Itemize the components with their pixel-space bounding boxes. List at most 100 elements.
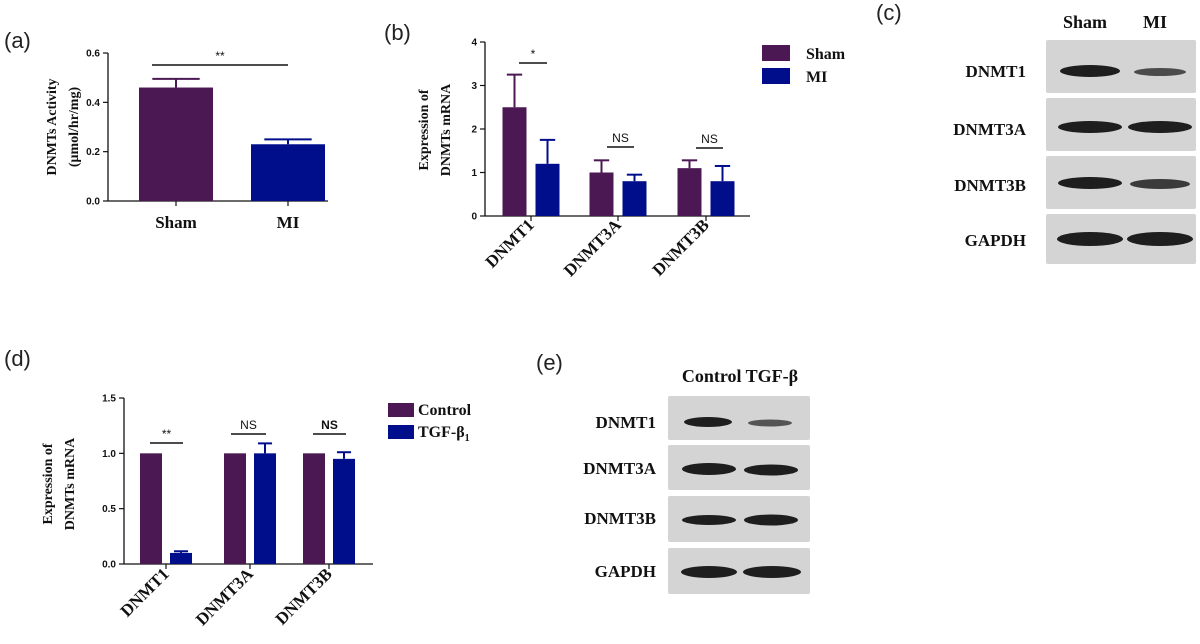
chart-a-bar-sham — [139, 87, 213, 201]
legend-label-control: Control — [418, 402, 472, 419]
chart-a-category-label: Sham — [155, 213, 197, 232]
chart-a-category-label: MI — [277, 213, 300, 232]
chart-b-legend: Sham MI — [762, 45, 846, 86]
chart-a-ytick-label: 0.6 — [86, 49, 100, 60]
chart-d-ylabel-line2: DNMTs mRNA — [63, 437, 78, 530]
chart-a-ytick-label: 0.0 — [86, 197, 100, 208]
chart-d-legend: Control TGF-β1 — [388, 402, 472, 444]
blot-c-band-gapdh-sham — [1057, 232, 1123, 246]
blot-e-strip-dnmt3b — [668, 496, 810, 542]
blot-c-row-dnmt3a: DNMT3A — [953, 120, 1026, 139]
panel-label-d: (d) — [4, 346, 31, 371]
chart-b-bar-dnmt3b-s1 — [710, 181, 735, 216]
chart-a: DNMTs Activity (μmol/hr/mg) 0.0 0.2 0.4 0.6… — [45, 49, 328, 232]
blot-e-band-dnmt3a-control — [682, 463, 736, 475]
western-blot-e: Control TGF-β DNMT1 DNMT3A DNMT3B GAPDH — [583, 366, 810, 594]
chart-b-bar-dnmt1-s1 — [535, 163, 560, 216]
chart-d-bar-dnmt3a-s0 — [224, 453, 246, 564]
blot-e-row-dnmt3a: DNMT3A — [583, 459, 656, 478]
blot-c-row-dnmt3b: DNMT3B — [954, 176, 1026, 195]
chart-b-significance-label: NS — [612, 131, 629, 145]
blot-e-band-dnmt3b-tgf — [744, 514, 798, 526]
chart-b-ytick-label: 2 — [471, 125, 477, 136]
chart-b-ylabel-line2: DNMTs mRNA — [439, 83, 454, 176]
blot-c-band-dnmt3b-sham — [1058, 177, 1122, 189]
blot-e-strip-dnmt3a — [668, 445, 810, 490]
panel-label-c: (c) — [876, 0, 902, 25]
chart-d-category-label: DNMT1 — [117, 564, 173, 620]
blot-e-band-gapdh-tgf — [743, 566, 801, 578]
chart-b-ylabel-line1: Expression of — [417, 89, 432, 170]
blot-c-row-dnmt1: DNMT1 — [966, 62, 1026, 81]
panel-label-a: (a) — [4, 28, 31, 53]
chart-b-category-label: DNMT3B — [649, 215, 713, 279]
blot-c-strip-dnmt3a — [1046, 98, 1196, 151]
blot-e-band-dnmt1-tgf — [748, 419, 792, 427]
chart-d-ytick-label: 0.0 — [102, 560, 116, 571]
chart-b: Expression of DNMTs mRNA Sham MI 0 1 2 3 4 DN… — [417, 38, 846, 281]
blot-c-band-dnmt3a-mi — [1128, 121, 1192, 133]
chart-d-bar-dnmt3b-s1 — [333, 458, 355, 564]
chart-b-ytick-label: 1 — [471, 168, 477, 179]
chart-d-bar-dnmt3a-s1 — [254, 453, 276, 564]
western-blot-c: Sham MI DNMT1 DNMT3A DNMT3B GAPDH — [953, 12, 1196, 264]
chart-d-significance-label: ** — [162, 427, 172, 441]
blot-e-band-dnmt1-control — [684, 417, 732, 427]
legend-swatch-mi — [762, 68, 790, 84]
chart-d-category-label: DNMT3B — [272, 564, 336, 628]
chart-d-bar-dnmt1-s0 — [140, 453, 162, 564]
chart-a-ylabel-line1: DNMTs Activity — [45, 78, 60, 175]
panel-label-e: (e) — [536, 350, 563, 375]
legend-swatch-tgf — [388, 425, 414, 439]
chart-d-significance-label: NS — [240, 418, 257, 432]
blot-e-row-dnmt3b: DNMT3B — [584, 509, 656, 528]
chart-b-significance-label: NS — [701, 132, 718, 146]
chart-b-ytick-label: 4 — [471, 38, 477, 49]
blot-c-band-dnmt3b-mi — [1130, 179, 1190, 189]
chart-b-ytick-label: 0 — [471, 212, 477, 223]
chart-d-ytick-label: 0.5 — [102, 504, 116, 515]
chart-b-category-label: DNMT1 — [482, 215, 538, 271]
legend-swatch-control — [388, 403, 414, 417]
chart-b-ytick-label: 3 — [471, 81, 477, 92]
chart-a-significance-label: ** — [215, 49, 225, 63]
blot-e-band-gapdh-control — [681, 566, 737, 578]
blot-e-strip-gapdh — [668, 548, 810, 594]
blot-c-strip-dnmt1 — [1046, 40, 1196, 93]
chart-d-ylabel-line1: Expression of — [41, 443, 56, 524]
blot-c-band-dnmt1-sham — [1060, 65, 1120, 77]
legend-label-tgf-subscript: 1 — [465, 433, 470, 444]
blot-e-band-dnmt3b-control — [682, 515, 736, 525]
chart-b-bar-dnmt3a-s1 — [622, 181, 647, 216]
chart-b-category-label: DNMT3A — [560, 215, 625, 280]
legend-swatch-sham — [762, 45, 790, 61]
blot-c-band-dnmt1-mi — [1134, 68, 1186, 76]
panel-label-b: (b) — [384, 20, 411, 45]
chart-b-bar-dnmt3a-s0 — [589, 172, 614, 216]
legend-label-tgf: TGF-β1 — [418, 424, 470, 444]
blot-e-row-gapdh: GAPDH — [595, 562, 656, 581]
chart-a-bar-mi — [251, 144, 325, 201]
blot-c-band-gapdh-mi — [1127, 232, 1193, 246]
chart-d-bar-dnmt1-s1 — [170, 552, 192, 564]
blot-c-col-sham: Sham — [1063, 12, 1107, 32]
blot-c-band-dnmt3a-sham — [1058, 121, 1122, 133]
blot-e-strip-dnmt1 — [668, 396, 810, 440]
chart-d-ytick-label: 1.5 — [102, 394, 116, 405]
chart-b-significance-label: * — [531, 47, 536, 61]
legend-label-sham: Sham — [806, 46, 846, 63]
chart-d-bar-dnmt3b-s0 — [303, 453, 325, 564]
chart-d-significance-label: NS — [321, 418, 338, 432]
chart-b-bar-dnmt3b-s0 — [677, 168, 702, 216]
blot-e-row-dnmt1: DNMT1 — [596, 413, 656, 432]
chart-a-ylabel-line2: (μmol/hr/mg) — [67, 87, 82, 168]
chart-a-ytick-label: 0.4 — [86, 98, 100, 109]
blot-e-band-dnmt3a-tgf — [744, 464, 798, 476]
chart-a-ytick-label: 0.2 — [86, 147, 100, 158]
blot-c-row-gapdh: GAPDH — [965, 231, 1026, 250]
blot-c-col-mi: MI — [1143, 12, 1167, 32]
chart-d-category-label: DNMT3A — [192, 564, 257, 629]
blot-e-column-header: Control TGF-β — [682, 366, 798, 386]
legend-label-tgf-main: TGF-β — [418, 424, 465, 441]
